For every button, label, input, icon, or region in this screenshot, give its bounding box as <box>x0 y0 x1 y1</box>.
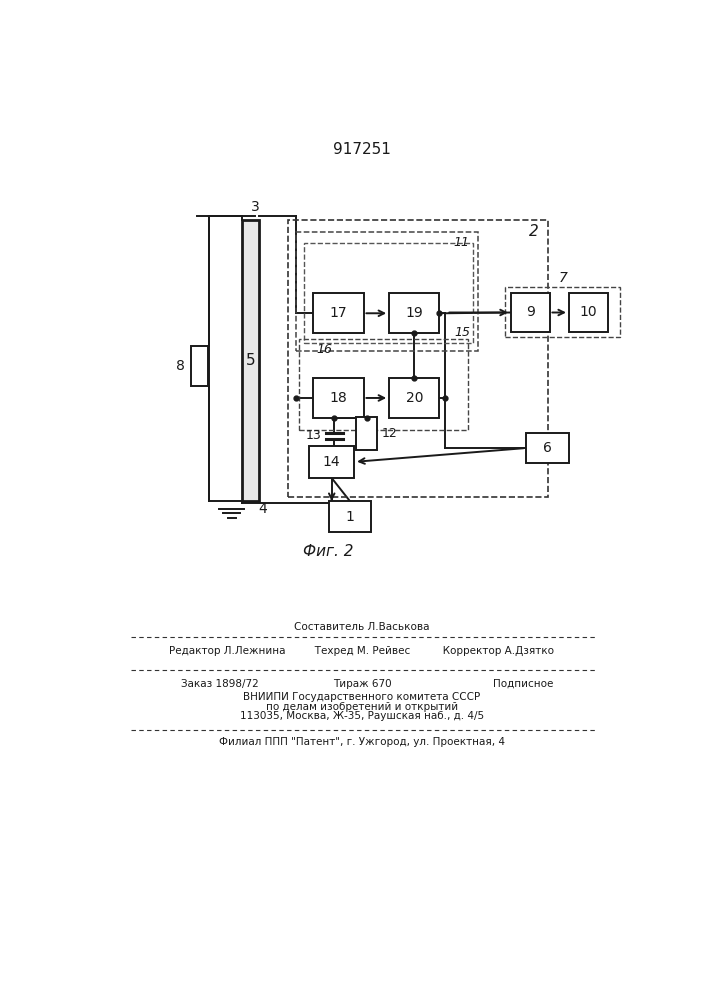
Text: 12: 12 <box>382 427 398 440</box>
Text: 16: 16 <box>316 343 332 356</box>
Text: 20: 20 <box>406 391 423 405</box>
Bar <box>304 243 473 343</box>
Text: Фиг. 2: Фиг. 2 <box>303 544 354 559</box>
Text: Филиал ППП "Патент", г. Ужгород, ул. Проектная, 4: Филиал ППП "Патент", г. Ужгород, ул. Про… <box>219 737 505 747</box>
Bar <box>510 293 549 332</box>
Text: 17: 17 <box>329 306 347 320</box>
Text: 18: 18 <box>329 391 347 405</box>
Text: Заказ 1898/72: Заказ 1898/72 <box>182 679 259 689</box>
Text: 8: 8 <box>175 359 185 373</box>
Bar <box>329 501 371 532</box>
Bar <box>526 433 569 463</box>
Bar <box>506 287 620 337</box>
Bar <box>389 293 440 333</box>
Text: по делам изобретений и открытий: по делам изобретений и открытий <box>266 702 458 712</box>
Bar <box>313 378 363 418</box>
Text: Подписное: Подписное <box>493 679 554 689</box>
Text: ВНИИПИ Государственного комитета СССР: ВНИИПИ Государственного комитета СССР <box>243 692 481 702</box>
Text: 19: 19 <box>405 306 423 320</box>
Text: 113035, Москва, Ж-35, Раушская наб., д. 4/5: 113035, Москва, Ж-35, Раушская наб., д. … <box>240 711 484 721</box>
Text: 1: 1 <box>346 510 354 524</box>
Bar <box>296 232 478 351</box>
Bar <box>309 446 354 478</box>
Bar <box>288 220 548 497</box>
Text: 2: 2 <box>529 224 539 239</box>
Text: 10: 10 <box>580 306 597 320</box>
Text: 7: 7 <box>559 271 567 285</box>
Bar <box>313 293 363 333</box>
Bar <box>299 339 468 430</box>
Bar <box>191 346 208 386</box>
Bar <box>389 378 440 418</box>
Text: 5: 5 <box>245 353 255 368</box>
Text: 4: 4 <box>258 502 267 516</box>
Bar <box>569 293 607 332</box>
Bar <box>356 417 378 450</box>
Text: Редактор Л.Лежнина         Техред М. Рейвес          Корректор А.Дзятко: Редактор Л.Лежнина Техред М. Рейвес Корр… <box>170 646 554 656</box>
Text: 6: 6 <box>543 441 552 455</box>
Text: Составитель Л.Васькова: Составитель Л.Васькова <box>294 622 430 632</box>
Bar <box>242 220 259 501</box>
Text: 9: 9 <box>526 306 534 320</box>
Text: Тираж 670: Тираж 670 <box>332 679 391 689</box>
Text: 14: 14 <box>323 455 341 469</box>
Text: 11: 11 <box>453 236 469 249</box>
Text: 917251: 917251 <box>333 142 391 157</box>
Text: 15: 15 <box>454 326 470 339</box>
Text: 13: 13 <box>306 429 322 442</box>
Text: 3: 3 <box>250 200 259 214</box>
